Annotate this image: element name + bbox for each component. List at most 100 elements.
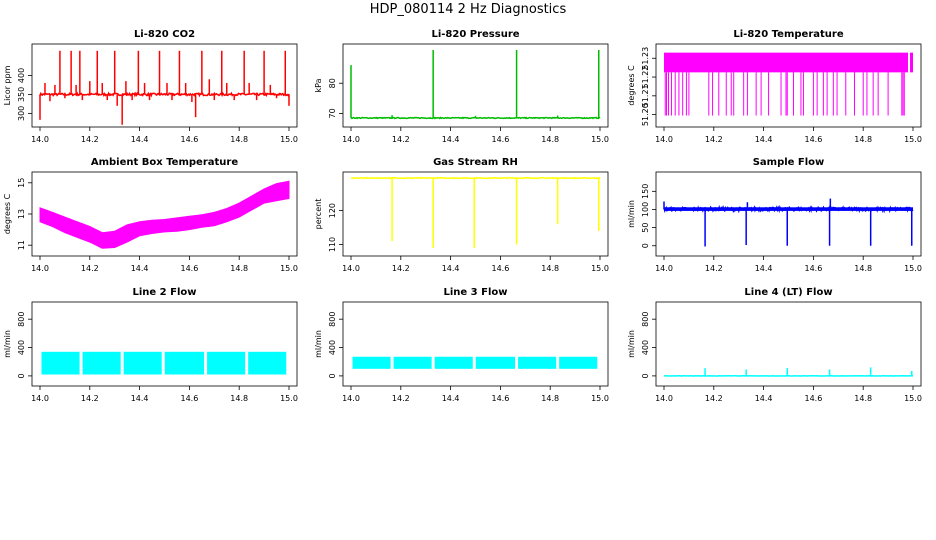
y-tick-label: 80 — [328, 78, 337, 88]
x-tick-label: 14.8 — [541, 394, 559, 403]
y-tick-label: 0 — [328, 373, 337, 378]
x-tick-label: 14.6 — [180, 135, 198, 144]
y-tick-label: 150 — [641, 184, 650, 199]
x-tick-label: 14.4 — [131, 394, 149, 403]
x-tick-label: 14.8 — [854, 135, 872, 144]
plot-frame — [31, 171, 298, 257]
x-tick-label: 14.6 — [804, 394, 822, 403]
y-tick-label: 51.22 — [641, 66, 650, 89]
x-tick-label: 14.4 — [442, 135, 460, 144]
x-tick-label: 15.0 — [280, 394, 298, 403]
data-flow-block — [248, 351, 287, 375]
x-tick-label: 15.0 — [591, 135, 609, 144]
x-tick-label: 15.0 — [904, 394, 922, 403]
y-tick-label: 800 — [641, 312, 650, 327]
chart-panel: Line 3 Flow ml/min 0 400 800 14.0 14.2 14.4 14.6… — [314, 287, 609, 403]
x-tick-label: 14.0 — [31, 264, 49, 273]
chart-title: Li-820 Temperature — [733, 29, 843, 40]
x-tick-label: 14.0 — [342, 394, 360, 403]
plot-frame — [342, 301, 609, 387]
x-tick-label: 14.8 — [230, 264, 248, 273]
x-tick-label: 14.0 — [31, 135, 49, 144]
data-series-line — [350, 176, 600, 180]
x-tick-label: 15.0 — [904, 135, 922, 144]
data-flow-block — [393, 356, 432, 369]
y-tick-label: 120 — [328, 203, 337, 218]
y-axis-label: ml/min — [314, 330, 323, 358]
x-tick-label: 14.0 — [655, 135, 673, 144]
x-tick-label: 15.0 — [591, 264, 609, 273]
data-flow-block — [164, 351, 205, 375]
x-tick-label: 14.6 — [804, 135, 822, 144]
y-tick-label: 13 — [17, 209, 26, 219]
y-tick-label: 400 — [328, 340, 337, 355]
x-tick-label: 15.0 — [280, 264, 298, 273]
y-tick-label: 100 — [641, 202, 650, 217]
x-tick-label: 14.6 — [180, 394, 198, 403]
chart-panel: Li-820 CO2 Licor ppm 300 350 400 14.0 14.2 14.4… — [3, 29, 298, 144]
chart-title: Line 3 Flow — [444, 287, 508, 298]
x-tick-label: 14.8 — [541, 264, 559, 273]
chart-panel: Li-820 Pressure kPa 70 80 14.0 14.2 14.4 14.6 14… — [314, 29, 609, 144]
y-axis-label: ml/min — [3, 330, 12, 358]
x-tick-label: 14.0 — [655, 264, 673, 273]
y-tick-label: 70 — [328, 108, 337, 118]
y-tick-label: 50 — [641, 223, 650, 233]
x-tick-label: 14.2 — [392, 394, 410, 403]
data-flow-block — [207, 351, 246, 375]
y-tick-label: 0 — [17, 373, 26, 378]
data-flow-block — [123, 351, 162, 375]
x-tick-label: 14.8 — [230, 135, 248, 144]
x-tick-label: 14.0 — [31, 394, 49, 403]
plot-frame — [655, 301, 922, 387]
chart-title: Sample Flow — [753, 157, 825, 168]
x-tick-label: 14.6 — [491, 394, 509, 403]
plot-frame — [342, 43, 609, 128]
plot-frame — [655, 43, 922, 128]
x-tick-label: 14.6 — [804, 264, 822, 273]
y-tick-label: 110 — [328, 237, 337, 252]
x-tick-label: 14.8 — [854, 394, 872, 403]
y-tick-label: 15 — [17, 178, 26, 188]
y-tick-label: 51.20 — [641, 103, 650, 126]
y-tick-label: 0 — [641, 373, 650, 378]
y-tick-label: 300 — [17, 106, 26, 121]
x-tick-label: 14.4 — [755, 394, 773, 403]
chart-panel: Line 2 Flow ml/min 0 400 800 14.0 14.2 14.4 14.6… — [3, 287, 298, 403]
chart-title: Ambient Box Temperature — [91, 157, 238, 168]
chart-title: Gas Stream RH — [433, 157, 518, 168]
y-tick-label: 400 — [17, 340, 26, 355]
data-band — [910, 52, 913, 73]
y-axis-label: degrees C — [3, 193, 12, 234]
y-tick-label: 800 — [328, 312, 337, 327]
data-envelope — [39, 180, 290, 249]
x-tick-label: 14.4 — [755, 264, 773, 273]
data-flow-block — [518, 356, 557, 369]
y-tick-label: 800 — [17, 312, 26, 327]
y-axis-label: Licor ppm — [3, 65, 12, 105]
data-flow-block — [82, 351, 121, 375]
chart-title: Li-820 Pressure — [431, 29, 519, 40]
y-tick-label: 350 — [17, 87, 26, 102]
page-title: HDP_080114 2 Hz Diagnostics — [369, 2, 567, 17]
x-tick-label: 14.0 — [655, 394, 673, 403]
chart-title: Line 2 Flow — [133, 287, 197, 298]
x-tick-label: 14.0 — [342, 264, 360, 273]
x-tick-label: 14.6 — [491, 264, 509, 273]
plot-frame — [31, 43, 298, 128]
chart-panel: Gas Stream RH percent 110 120 14.0 14.2 14.4 14… — [314, 157, 609, 273]
data-flow-block — [475, 356, 516, 369]
x-tick-label: 14.0 — [342, 135, 360, 144]
data-series-line — [39, 91, 290, 98]
x-tick-label: 14.4 — [131, 264, 149, 273]
x-tick-label: 15.0 — [904, 264, 922, 273]
x-tick-label: 14.4 — [131, 135, 149, 144]
y-axis-label: degrees C — [627, 65, 636, 106]
chart-panel: Line 4 (LT) Flow ml/min 0 400 800 14.0 14.2 14.… — [627, 287, 922, 403]
x-tick-label: 14.4 — [442, 394, 460, 403]
x-tick-label: 14.4 — [755, 135, 773, 144]
plot-frame — [342, 171, 609, 257]
y-axis-label: percent — [314, 199, 323, 230]
chart-panel: Ambient Box Temperature degrees C 11 13 15 14… — [3, 157, 298, 273]
